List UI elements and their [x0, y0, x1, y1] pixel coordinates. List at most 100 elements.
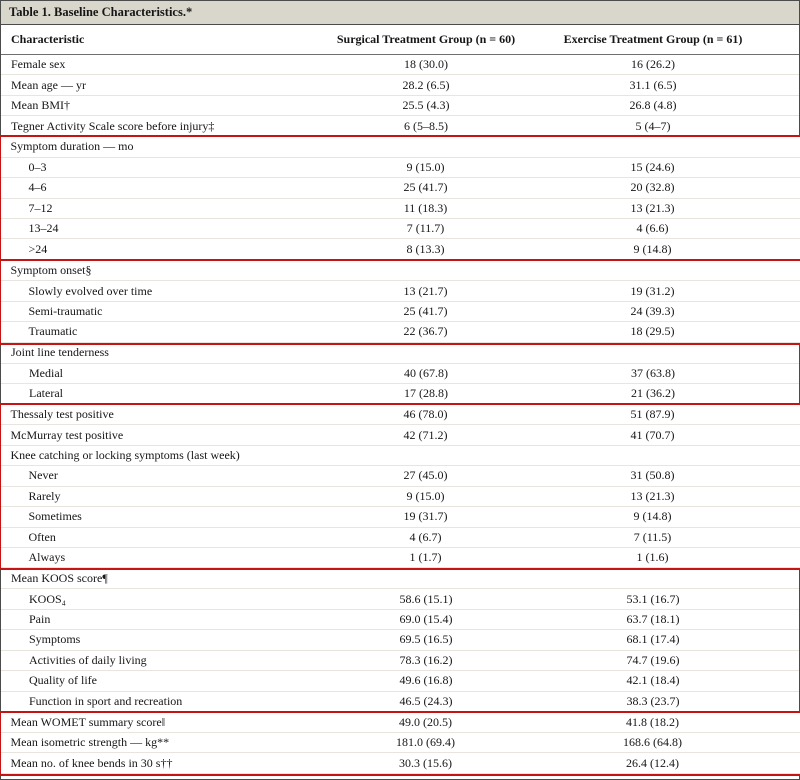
table-row: Mean WOMET summary score‖ 49.0 (20.5) 41… — [0, 712, 800, 733]
exercise-group-value: 168.6 (64.8) — [623, 735, 682, 750]
characteristic-label: Mean no. of knee bends in 30 s†† — [10, 755, 173, 770]
characteristic-label: Semi-traumatic — [28, 303, 103, 318]
exercise-group-value: 38.3 (23.7) — [626, 693, 680, 708]
surgical-group-value: 40 (67.8) — [404, 365, 448, 380]
surgical-group-value: 17 (28.8) — [404, 386, 448, 401]
table-row: Rarely 9 (15.0) 13 (21.3) — [0, 486, 800, 508]
characteristic-label: Mean isometric strength — kg** — [10, 735, 170, 750]
table-row: Semi-traumatic 25 (41.7) 24 (39.3) — [0, 301, 800, 323]
characteristic-label: Mean WOMET summary score‖ — [10, 714, 166, 729]
characteristic-label: Function in sport and recreation — [29, 693, 183, 708]
table-row: Mean isometric strength — kg** 181.0 (69… — [0, 732, 800, 754]
characteristic-label: Symptom duration — mo — [10, 139, 134, 154]
surgical-group-value: 9 (15.0) — [406, 159, 445, 174]
exercise-group-value: 4 (6.6) — [636, 221, 669, 236]
surgical-group-value: 28.2 (6.5) — [402, 77, 450, 92]
table-row: Female sex 18 (30.0) 16 (26.2) — [1, 55, 799, 76]
table-row: Thessaly test positive 46 (78.0) 51 (87.… — [0, 404, 800, 426]
exercise-group-value: 74.7 (19.6) — [626, 652, 680, 667]
exercise-group-value: 13 (21.3) — [630, 200, 675, 215]
characteristic-label: Always — [28, 550, 66, 565]
characteristic-label: 13–24 — [28, 221, 59, 236]
characteristic-label: Tegner Activity Scale score before injur… — [11, 118, 215, 133]
surgical-group-value: 78.3 (16.2) — [399, 652, 453, 667]
characteristic-label: Thessaly test positive — [10, 407, 114, 422]
characteristic-label: Medial — [29, 365, 63, 380]
characteristic-label: Quality of life — [29, 673, 97, 688]
surgical-group-value: 69.0 (15.4) — [399, 612, 453, 627]
table-row: McMurray test positive 42 (71.2) 41 (70.… — [0, 425, 800, 446]
table-row: Mean no. of knee bends in 30 s†† 30.3 (1… — [0, 753, 800, 774]
surgical-group-value: 22 (36.7) — [403, 324, 448, 339]
characteristic-label: >24 — [28, 241, 48, 256]
characteristic-label: Mean age — yr — [11, 77, 86, 92]
exercise-group-value: 26.8 (4.8) — [629, 98, 677, 113]
column-header-surgical-group: Surgical Treatment Group (n = 60) — [336, 32, 516, 46]
characteristic-label: Symptom onset§ — [10, 263, 92, 278]
characteristic-label: Slowly evolved over time — [28, 283, 153, 298]
characteristic-label: Mean BMI† — [11, 98, 70, 113]
table-row: Joint line tenderness — [1, 343, 799, 364]
table-row: Pain 69.0 (15.4) 63.7 (18.1) — [1, 609, 799, 631]
table-row: Mean KOOS score¶ — [1, 568, 799, 590]
table-row: KOOS₄ 58.6 (15.1) 53.1 (16.7) — [1, 589, 799, 610]
surgical-group-value: 49.0 (20.5) — [399, 714, 452, 729]
table-body: Female sex 18 (30.0) 16 (26.2) Mean age … — [0, 55, 800, 779]
table-row: Symptom onset§ — [0, 260, 800, 282]
characteristic-label: Often — [28, 529, 56, 544]
table-row: 7–12 11 (18.3) 13 (21.3) — [0, 198, 800, 219]
exercise-group-value: 18 (29.5) — [630, 324, 675, 339]
surgical-group-value: 7 (11.7) — [406, 221, 445, 236]
table-row: Knee catching or locking symptoms (last … — [0, 445, 800, 467]
table-row: 4–6 25 (41.7) 20 (32.8) — [0, 178, 800, 199]
characteristic-label: Mean KOOS score¶ — [11, 571, 108, 586]
surgical-group-value: 181.0 (69.4) — [396, 735, 455, 750]
characteristic-label: Pain — [29, 612, 51, 627]
table-row: 0–3 9 (15.0) 15 (24.6) — [0, 157, 800, 179]
characteristic-label: 0–3 — [28, 159, 47, 174]
characteristic-label: McMurray test positive — [10, 427, 124, 442]
surgical-group-value: 42 (71.2) — [403, 427, 448, 442]
characteristic-label: 7–12 — [28, 200, 53, 215]
table-row: Symptoms 69.5 (16.5) 68.1 (17.4) — [1, 630, 799, 651]
exercise-group-value: 42.1 (18.4) — [626, 673, 680, 688]
surgical-group-value: 27 (45.0) — [403, 468, 448, 483]
table-row: Traumatic 22 (36.7) 18 (29.5) — [0, 322, 800, 343]
exercise-group-value: 31 (50.8) — [630, 468, 675, 483]
characteristic-label: 4–6 — [28, 180, 47, 195]
surgical-group-value: 6 (5–8.5) — [404, 118, 448, 133]
exercise-group-value: 13 (21.3) — [630, 488, 675, 503]
table-row: Never 27 (45.0) 31 (50.8) — [0, 466, 800, 487]
column-header-exercise-group: Exercise Treatment Group (n = 61) — [563, 32, 743, 46]
characteristic-label: Sometimes — [28, 509, 82, 524]
table-title: Table 1. Baseline Characteristics.* — [1, 1, 799, 25]
table-row: >24 8 (13.3) 9 (14.8) — [0, 239, 800, 260]
annotation-box-summary-scores: Mean WOMET summary score‖ 49.0 (20.5) 41… — [0, 710, 800, 776]
surgical-group-value: 30.3 (15.6) — [399, 755, 452, 770]
exercise-group-value: 19 (31.2) — [630, 283, 675, 298]
surgical-group-value: 1 (1.7) — [409, 550, 442, 565]
table-row: Mean age — yr 28.2 (6.5) 31.1 (6.5) — [1, 75, 799, 96]
characteristic-label: Female sex — [11, 57, 66, 72]
surgical-group-value: 19 (31.7) — [403, 509, 448, 524]
annotation-box-symptom-onset: Symptom onset§ Slowly evolved over time … — [0, 258, 800, 345]
exercise-group-value: 9 (14.8) — [633, 509, 672, 524]
exercise-group-value: 7 (11.5) — [633, 529, 672, 544]
exercise-group-value: 1 (1.6) — [636, 550, 669, 565]
characteristic-label: KOOS₄ — [29, 591, 66, 606]
table-row: 13–24 7 (11.7) 4 (6.6) — [0, 219, 800, 240]
exercise-group-value: 9 (14.8) — [633, 241, 672, 256]
characteristic-label: Traumatic — [28, 324, 78, 339]
exercise-group-value: 41 (70.7) — [630, 427, 675, 442]
characteristic-label: Symptoms — [29, 632, 81, 647]
table-row: Function in sport and recreation 46.5 (2… — [1, 691, 799, 712]
rows-group-joint-line-tenderness: Joint line tenderness Medial 40 (67.8) 3… — [1, 343, 799, 405]
surgical-group-value: 8 (13.3) — [406, 241, 445, 256]
surgical-group-value: 25 (41.7) — [403, 180, 448, 195]
table-row: Quality of life 49.6 (16.8) 42.1 (18.4) — [1, 671, 799, 692]
surgical-group-value: 9 (15.0) — [406, 488, 445, 503]
surgical-group-value: 25 (41.7) — [403, 303, 448, 318]
annotation-box-tests-and-locking-symptoms: Thessaly test positive 46 (78.0) 51 (87.… — [0, 402, 800, 571]
exercise-group-value: 5 (4–7) — [635, 118, 671, 133]
